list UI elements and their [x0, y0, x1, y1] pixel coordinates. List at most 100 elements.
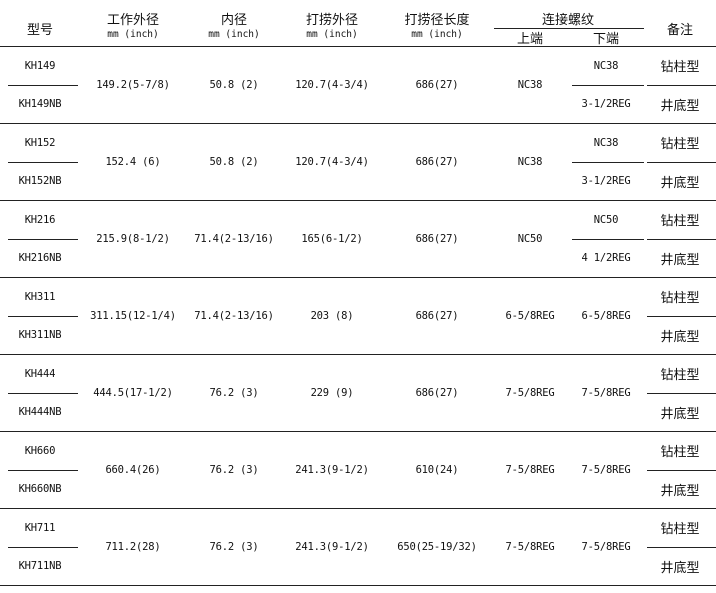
inner-diameter-cell: 71.4(2-13/16) [194, 309, 274, 322]
header-id-unit: mm (inch) [208, 28, 260, 40]
fishing-od-cell: 203 (8) [310, 309, 354, 322]
note-drill-string: 钻柱型 [660, 368, 700, 383]
fishing-length-cell: 610(24) [415, 463, 459, 476]
header-note: 备注 [666, 22, 693, 38]
row-bottom-rule [0, 431, 716, 432]
thread-lower-divider [572, 162, 644, 163]
model-drill-string: KH660 [24, 444, 56, 457]
header-fish-od: 打捞外径 [305, 12, 358, 28]
note-drill-string: 钻柱型 [660, 522, 700, 537]
inner-diameter-cell: 50.8 (2) [209, 155, 259, 168]
note-divider [647, 85, 716, 86]
thread-lower-cell: 7-5/8REG [581, 540, 631, 553]
row-bottom-rule [0, 354, 716, 355]
note-drill-string: 钻柱型 [660, 137, 700, 152]
model-bottom-hole: KH711NB [18, 560, 62, 572]
note-divider [647, 470, 716, 471]
note-bottom-hole: 井底型 [660, 175, 700, 191]
model-bottom-hole: KH216NB [18, 252, 62, 264]
note-drill-string: 钻柱型 [660, 291, 700, 306]
note-divider [647, 162, 716, 163]
note-bottom-hole: 井底型 [660, 252, 700, 268]
model-bottom-hole: KH660NB [18, 483, 62, 495]
note-bottom-hole: 井底型 [660, 98, 700, 114]
thread-lower-drill-string: NC50 [593, 213, 619, 226]
header-bottom-rule [0, 46, 716, 47]
thread-header-divider [494, 28, 644, 29]
note-bottom-hole: 井底型 [660, 560, 700, 576]
work-od-cell: 149.2(5-7/8) [96, 78, 170, 91]
thread-lower-drill-string: NC38 [593, 136, 619, 149]
note-drill-string: 钻柱型 [660, 214, 700, 229]
thread-upper-cell: NC38 [517, 78, 543, 91]
model-bottom-hole: KH152NB [18, 175, 62, 187]
header-fish-length: 打捞径长度 [404, 12, 470, 28]
thread-lower-bottom-hole: 3-1/2REG [581, 98, 631, 110]
note-drill-string: 钻柱型 [660, 445, 700, 460]
fishing-od-cell: 241.3(9-1/2) [295, 540, 369, 553]
fishing-od-cell: 165(6-1/2) [301, 232, 363, 245]
header-id: 内径 [220, 12, 247, 28]
note-bottom-hole: 井底型 [660, 483, 700, 499]
thread-lower-cell: 7-5/8REG [581, 463, 631, 476]
work-od-cell: 152.4 (6) [105, 155, 161, 168]
fishing-length-cell: 650(25-19/32) [397, 540, 477, 553]
model-divider [8, 239, 78, 240]
model-drill-string: KH711 [24, 521, 56, 534]
model-divider [8, 470, 78, 471]
note-divider [647, 547, 716, 548]
fishing-length-cell: 686(27) [415, 386, 459, 399]
work-od-cell: 444.5(17-1/2) [93, 386, 173, 399]
inner-diameter-cell: 76.2 (3) [209, 463, 259, 476]
fishing-od-cell: 120.7(4-3/4) [295, 78, 369, 91]
fishing-length-cell: 686(27) [415, 309, 459, 322]
fishing-od-cell: 120.7(4-3/4) [295, 155, 369, 168]
header-work-od: 工作外径 [106, 12, 159, 28]
thread-upper-cell: 7-5/8REG [505, 540, 555, 553]
row-bottom-rule [0, 508, 716, 509]
thread-upper-cell: NC38 [517, 155, 543, 168]
row-bottom-rule [0, 277, 716, 278]
note-drill-string: 钻柱型 [660, 60, 700, 75]
header-thread-upper: 上端 [516, 31, 543, 47]
thread-upper-cell: 7-5/8REG [505, 463, 555, 476]
inner-diameter-cell: 71.4(2-13/16) [194, 232, 274, 245]
thread-lower-cell: 7-5/8REG [581, 386, 631, 399]
thread-lower-divider [572, 239, 644, 240]
thread-upper-cell: NC50 [517, 232, 543, 245]
model-divider [8, 316, 78, 317]
fishing-od-cell: 241.3(9-1/2) [295, 463, 369, 476]
fishing-length-cell: 686(27) [415, 78, 459, 91]
work-od-cell: 660.4(26) [105, 463, 161, 476]
model-drill-string: KH149 [24, 59, 56, 72]
header-work-od-unit: mm (inch) [107, 28, 159, 40]
inner-diameter-cell: 50.8 (2) [209, 78, 259, 91]
header-model: 型号 [26, 22, 53, 38]
fishing-length-cell: 686(27) [415, 232, 459, 245]
row-bottom-rule [0, 200, 716, 201]
thread-lower-drill-string: NC38 [593, 59, 619, 72]
thread-lower-divider [572, 85, 644, 86]
inner-diameter-cell: 76.2 (3) [209, 540, 259, 553]
row-bottom-rule [0, 123, 716, 124]
model-drill-string: KH444 [24, 367, 56, 380]
model-bottom-hole: KH311NB [18, 329, 62, 341]
thread-upper-cell: 6-5/8REG [505, 309, 555, 322]
inner-diameter-cell: 76.2 (3) [209, 386, 259, 399]
model-drill-string: KH311 [24, 290, 56, 303]
header-fish-length-unit: mm (inch) [411, 28, 463, 40]
header-thread: 连接螺纹 [541, 12, 594, 28]
note-bottom-hole: 井底型 [660, 329, 700, 345]
model-divider [8, 547, 78, 548]
thread-upper-cell: 7-5/8REG [505, 386, 555, 399]
fishing-length-cell: 686(27) [415, 155, 459, 168]
note-divider [647, 239, 716, 240]
work-od-cell: 215.9(8-1/2) [96, 232, 170, 245]
model-divider [8, 85, 78, 86]
row-bottom-rule [0, 585, 716, 586]
header-thread-lower: 下端 [592, 31, 619, 47]
model-drill-string: KH216 [24, 213, 56, 226]
thread-lower-cell: 6-5/8REG [581, 309, 631, 322]
thread-lower-bottom-hole: 3-1/2REG [581, 175, 631, 187]
note-bottom-hole: 井底型 [660, 406, 700, 422]
